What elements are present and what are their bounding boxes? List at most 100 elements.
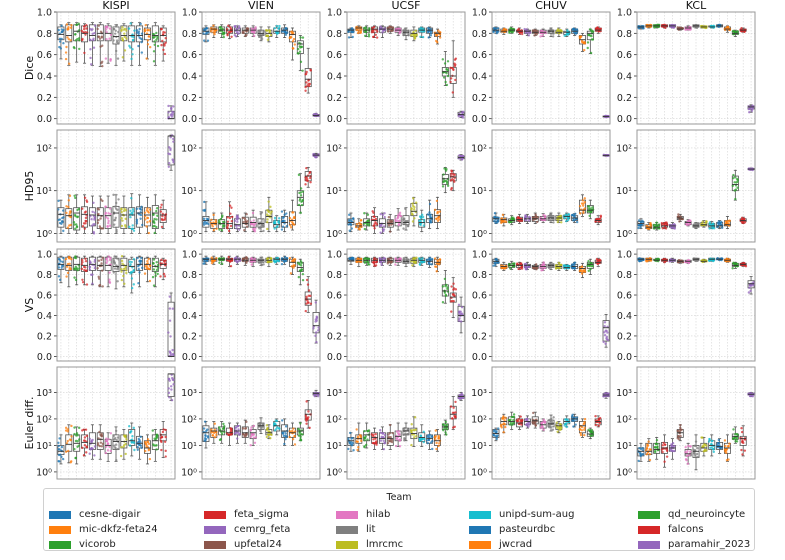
data-point xyxy=(109,58,112,61)
data-point xyxy=(292,264,296,267)
data-point xyxy=(98,225,102,228)
y-tick-label: 0.0 xyxy=(472,114,487,125)
data-point xyxy=(435,270,438,273)
data-point xyxy=(421,30,424,33)
data-point xyxy=(354,225,358,229)
data-point xyxy=(154,271,157,274)
data-point xyxy=(152,284,156,287)
data-point xyxy=(524,262,528,266)
data-point xyxy=(266,218,269,221)
data-point xyxy=(552,263,555,266)
data-point xyxy=(109,256,112,260)
box-falcons xyxy=(449,277,458,318)
data-point xyxy=(234,224,238,228)
data-point xyxy=(412,35,416,38)
data-point xyxy=(202,217,206,221)
data-point xyxy=(137,281,140,285)
data-point xyxy=(152,261,155,265)
data-point xyxy=(579,269,582,272)
data-point xyxy=(652,223,656,227)
data-point xyxy=(57,275,61,278)
data-point xyxy=(309,176,312,180)
data-point xyxy=(132,35,135,39)
y-tick-label: 0.0 xyxy=(472,352,487,363)
data-point xyxy=(301,199,304,203)
box-unipd-sum-aug xyxy=(708,221,716,230)
data-point xyxy=(571,267,574,270)
data-point xyxy=(572,27,575,31)
iqr-box xyxy=(96,256,104,271)
y-tick-label: 0.0 xyxy=(617,352,632,363)
data-point xyxy=(209,30,213,33)
y-axis-label: VS xyxy=(23,298,36,313)
data-point xyxy=(70,258,73,261)
data-point xyxy=(733,189,736,192)
box-unipd-sum-aug xyxy=(418,26,426,39)
box-mic-dkfz-feta24 xyxy=(64,255,73,288)
data-point xyxy=(116,42,120,45)
data-point xyxy=(500,221,503,225)
data-point xyxy=(410,207,413,210)
data-point xyxy=(100,35,104,38)
box-vicorob xyxy=(652,221,661,231)
data-point xyxy=(309,181,312,184)
data-point xyxy=(726,25,730,29)
data-point xyxy=(293,223,296,226)
data-point xyxy=(151,32,155,36)
box-mic-dkfz-feta24 xyxy=(64,22,73,66)
data-point xyxy=(315,340,318,344)
box-hilab xyxy=(394,208,403,231)
data-point xyxy=(107,212,110,215)
data-point xyxy=(153,217,156,221)
data-point xyxy=(508,31,511,34)
data-point xyxy=(88,266,92,269)
box-lit xyxy=(547,27,555,38)
data-point xyxy=(131,48,134,51)
data-point xyxy=(137,44,140,48)
data-point xyxy=(114,218,117,222)
data-point xyxy=(131,227,134,230)
data-point xyxy=(91,32,94,36)
data-point xyxy=(300,268,304,271)
data-point xyxy=(273,216,277,220)
data-point xyxy=(407,224,410,228)
data-point xyxy=(148,45,152,49)
data-point xyxy=(366,213,370,216)
data-point xyxy=(259,212,262,216)
box-jwcrad xyxy=(143,256,152,283)
panel-dice-kispi: 0.0 0.2 0.4 0.6 0.8 1.0 KISPI Dice xyxy=(23,0,176,125)
box-feta_sigma xyxy=(660,23,669,30)
data-point xyxy=(559,263,563,267)
data-point xyxy=(289,224,292,227)
data-point xyxy=(586,264,589,268)
data-point xyxy=(678,220,681,223)
data-point xyxy=(285,27,288,31)
data-point xyxy=(554,267,558,270)
panel-frame xyxy=(491,11,611,125)
y-axis-label: Dice xyxy=(23,56,36,81)
data-point xyxy=(130,260,133,264)
data-point xyxy=(587,207,591,211)
box-hilab xyxy=(539,28,547,38)
data-point xyxy=(113,262,117,265)
data-point xyxy=(649,221,652,225)
data-point xyxy=(146,216,150,220)
box-upfetal24 xyxy=(241,256,249,266)
data-point xyxy=(386,262,389,265)
data-point xyxy=(301,278,305,282)
box-lmrcmc xyxy=(554,27,563,37)
data-point xyxy=(290,265,294,268)
data-point xyxy=(394,218,397,221)
data-point xyxy=(137,30,141,33)
data-point xyxy=(713,227,716,230)
box-qd_neuroincyte xyxy=(151,22,160,66)
box-jwcrad xyxy=(143,196,152,235)
y-tick-label: 0.6 xyxy=(327,291,342,302)
data-point xyxy=(389,219,392,223)
data-point xyxy=(410,34,413,37)
box-qd_neuroincyte xyxy=(296,173,305,214)
data-point xyxy=(107,219,110,223)
box-paramahir_2023 xyxy=(747,104,755,114)
data-point xyxy=(496,220,499,223)
box-falcons xyxy=(159,25,167,62)
